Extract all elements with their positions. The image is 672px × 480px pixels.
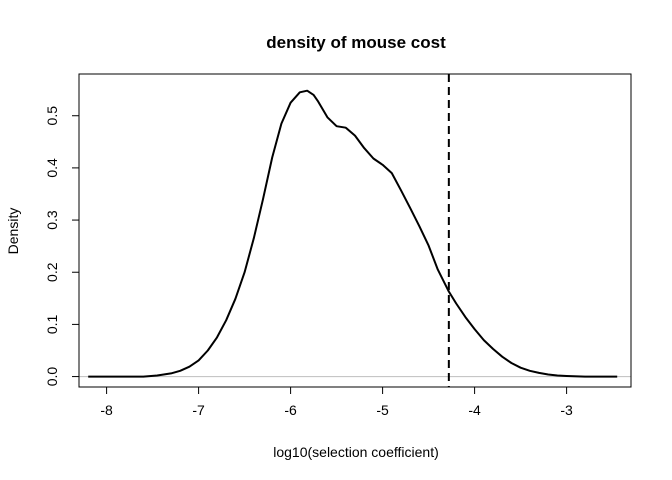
x-axis-label: log10(selection coefficient): [273, 444, 439, 460]
y-tick-label: 0.4: [44, 158, 60, 178]
density-curve: [88, 89, 618, 378]
x-tick-label: -5: [376, 402, 389, 418]
chart-title: density of mouse cost: [266, 33, 446, 52]
x-tick-label: -4: [468, 402, 481, 418]
y-axis: 0.0 0.1 0.2 0.3 0.4 0.5: [44, 106, 80, 387]
y-tick-label: 0.1: [44, 314, 60, 334]
x-tick-label: -3: [560, 402, 573, 418]
x-tick-label: -7: [192, 402, 205, 418]
y-axis-label: Density: [5, 208, 21, 255]
y-tick-label: 0.0: [44, 367, 60, 387]
y-tick-label: 0.2: [44, 262, 60, 282]
x-axis: -8 -7 -6 -5 -4 -3: [100, 386, 573, 418]
y-tick-label: 0.5: [44, 106, 60, 126]
x-tick-label: -6: [284, 402, 297, 418]
plot-frame: [78, 73, 632, 388]
y-tick-label: 0.3: [44, 210, 60, 230]
x-tick-label: -8: [100, 402, 113, 418]
